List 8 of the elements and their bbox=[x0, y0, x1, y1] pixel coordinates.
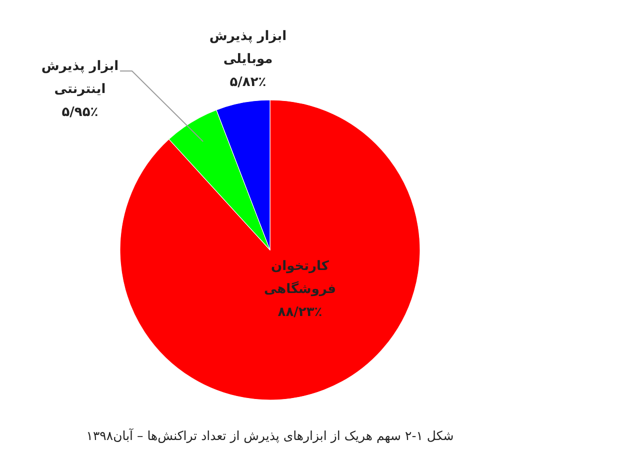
text: شکل ۱-۲ سهم هریک از ابزارهای پذیرش از تعداد تراکنش‌ها – آبان۱۳۹۸ bbox=[86, 428, 454, 444]
data-label: ۵/۹۵٪ bbox=[62, 105, 98, 120]
data-label: ۸۸/۲۳٪ bbox=[278, 305, 322, 320]
data-label: ۵/۸۲٪ bbox=[230, 75, 266, 90]
slice-label: ابزار پذیرش موبایلی bbox=[209, 29, 287, 67]
pie-slice bbox=[120, 100, 420, 400]
slice-label: کارتخوان فروشگاهی bbox=[264, 259, 336, 297]
slice-label: ابزار پذیرش اینترنتی bbox=[41, 59, 119, 97]
